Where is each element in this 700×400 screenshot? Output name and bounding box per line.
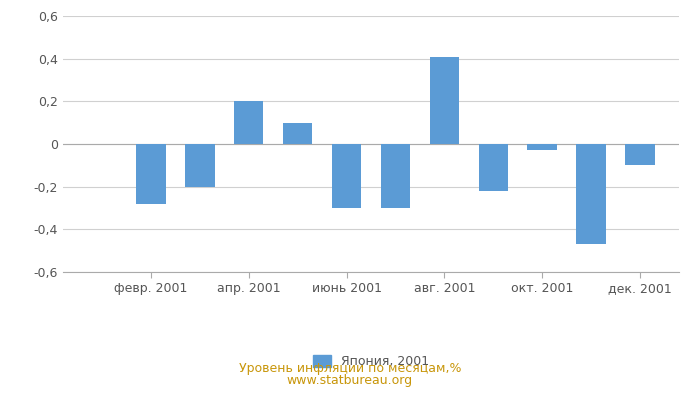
Bar — [430, 56, 459, 144]
Bar — [186, 144, 215, 187]
Legend: Япония, 2001: Япония, 2001 — [307, 350, 435, 373]
Bar — [283, 123, 312, 144]
Bar — [527, 144, 556, 150]
Bar — [625, 144, 654, 165]
Bar — [332, 144, 361, 208]
Text: Уровень инфляции по месяцам,%: Уровень инфляции по месяцам,% — [239, 362, 461, 375]
Bar — [381, 144, 410, 208]
Bar — [136, 144, 166, 204]
Bar — [234, 101, 263, 144]
Text: www.statbureau.org: www.statbureau.org — [287, 374, 413, 387]
Bar — [479, 144, 508, 191]
Bar — [576, 144, 606, 244]
